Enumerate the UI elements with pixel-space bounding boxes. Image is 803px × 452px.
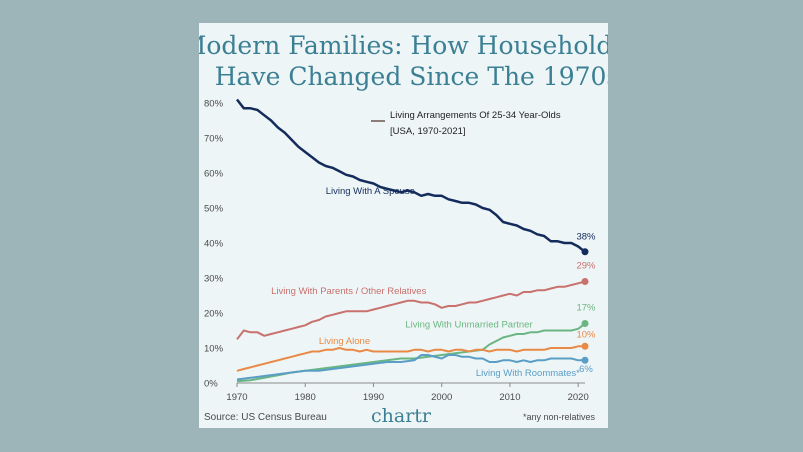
series-name-label: Living Alone: [319, 336, 370, 347]
series-end-marker: [581, 320, 589, 327]
chart-card: Modern Families: How Households Have Cha…: [199, 23, 608, 428]
axes: 0% 10% 20% 30% 40% 50% 60% 70% 80% 1970 1980 1990 20…: [204, 99, 589, 404]
series-name-label: Living With A Spouse: [326, 186, 415, 197]
x-tick-label: 1990: [363, 392, 384, 403]
source-note: Source: US Census Bureau: [204, 412, 327, 423]
chart-title-line1: Modern Families: How Households: [199, 31, 608, 60]
series-end-label: 29%: [576, 261, 596, 272]
y-tick-label: 70%: [204, 134, 224, 145]
x-tick-label: 1970: [226, 392, 247, 403]
series-line: [236, 280, 586, 340]
chart-title-line2: Have Changed Since The 1970s: [215, 62, 608, 91]
series-end-label: 10%: [576, 330, 596, 341]
series-end-marker: [581, 342, 589, 350]
series-name-label: Living With Roommates*: [476, 368, 580, 379]
y-tick-label: 50%: [204, 204, 224, 215]
y-tick-label: 40%: [204, 239, 224, 250]
x-tick-label: 1980: [295, 392, 316, 403]
footnote: *any non-relatives: [523, 412, 596, 422]
x-tick-label: 2020: [568, 392, 589, 403]
y-tick-label: 60%: [204, 169, 224, 180]
x-tick-label: 2010: [499, 392, 520, 403]
legend-title: Living Arrangements Of 25-34 Year-Olds: [390, 110, 561, 121]
series-end-label: 38%: [576, 232, 596, 243]
series-name-label: Living With Unmarried Partner: [405, 320, 532, 331]
y-tick-label: 10%: [204, 344, 224, 355]
series-end-label: 17%: [576, 303, 596, 314]
series-line: [236, 98, 586, 253]
series-layer: 38% Living With A Spouse 29% Living With Pa…: [236, 98, 596, 383]
legend: Living Arrangements Of 25-34 Year-Olds […: [371, 110, 561, 137]
series-end-marker: [581, 278, 589, 285]
y-tick-label: 0%: [204, 379, 218, 390]
series-end-label: 6%: [579, 364, 593, 375]
chartr-logo: chartr: [371, 405, 432, 427]
series-end-marker: [581, 248, 589, 256]
series-name-label: Living With Parents / Other Relatives: [271, 286, 426, 297]
series-end-marker: [581, 356, 589, 364]
legend-subtitle: [USA, 1970-2021]: [390, 126, 466, 137]
series-line: [236, 345, 585, 372]
series-line: [236, 354, 585, 381]
y-tick-label: 80%: [204, 99, 224, 110]
y-tick-label: 30%: [204, 274, 224, 285]
line-chart: Modern Families: How Households Have Cha…: [199, 31, 608, 427]
x-tick-label: 2000: [431, 392, 452, 403]
y-tick-label: 20%: [204, 309, 224, 320]
